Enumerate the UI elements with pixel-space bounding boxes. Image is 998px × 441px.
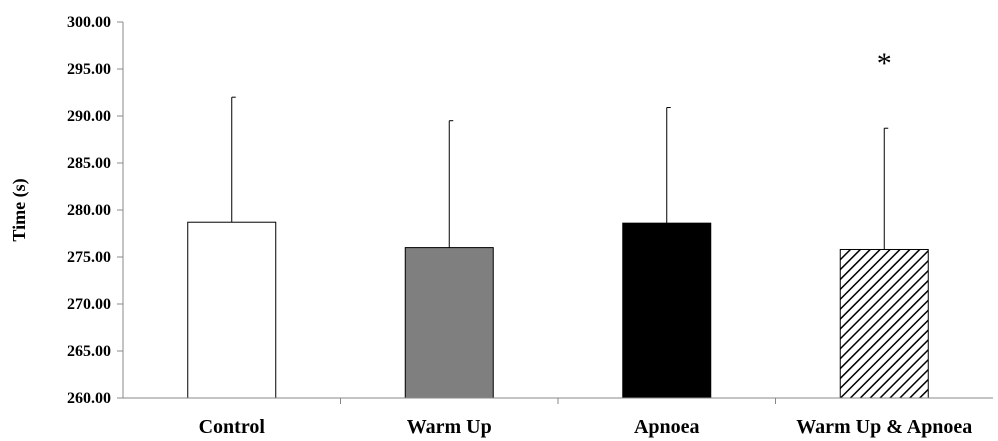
y-tick-label: 280.00 bbox=[67, 202, 111, 219]
y-tick-label: 270.00 bbox=[67, 296, 111, 313]
x-axis: Control Warm Up Apnoea Warm Up & Apnoea bbox=[199, 398, 972, 438]
bar-warm-up bbox=[404, 247, 494, 399]
annotations: * bbox=[877, 47, 892, 80]
x-tick-label: Warm Up & Apnoea bbox=[796, 416, 972, 438]
x-tick-label: Warm Up bbox=[407, 416, 492, 438]
x-tick-label: Control bbox=[199, 416, 266, 438]
bar-warm-up-apnoea bbox=[839, 248, 929, 399]
x-tick-label: Apnoea bbox=[634, 416, 700, 438]
y-axis-title: Time (s) bbox=[9, 178, 30, 241]
error-bars bbox=[231, 96, 889, 250]
bar-control bbox=[187, 221, 277, 399]
y-tick-label: 295.00 bbox=[67, 61, 111, 78]
bar-apnoea bbox=[622, 222, 712, 399]
y-tick-label: 265.00 bbox=[67, 343, 111, 360]
y-tick-label: 275.00 bbox=[67, 249, 111, 266]
y-tick-label: 285.00 bbox=[67, 155, 111, 172]
significance-marker: * bbox=[877, 47, 892, 80]
bars bbox=[187, 221, 929, 399]
y-tick-label: 290.00 bbox=[67, 108, 111, 125]
y-tick-label: 300.00 bbox=[67, 14, 111, 31]
y-axis: 260.00 265.00 270.00 275.00 280.00 285.00 290.… bbox=[67, 14, 123, 407]
y-tick-label: 260.00 bbox=[67, 390, 111, 407]
